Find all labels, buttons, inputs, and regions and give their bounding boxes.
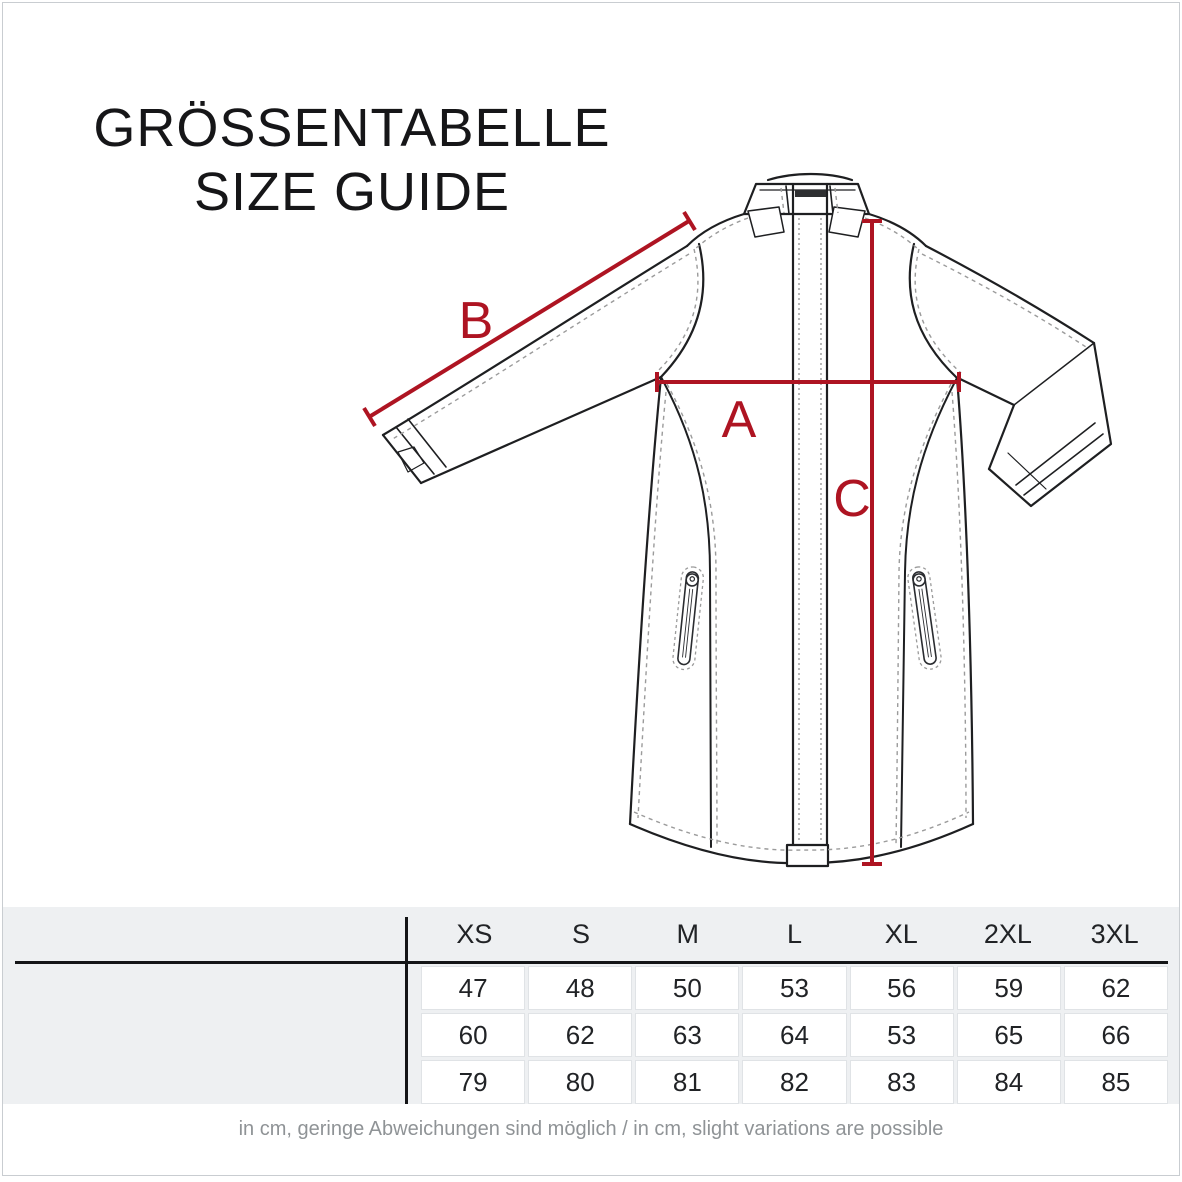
dimension-lines <box>362 210 961 866</box>
size-value-grid: 47 48 50 53 56 59 62 60 62 63 64 53 65 6… <box>421 966 1168 1104</box>
table-cell: 53 <box>742 966 847 1010</box>
table-cell: 60 <box>421 1013 526 1057</box>
table-divider-horizontal <box>15 961 1168 964</box>
table-cell: 84 <box>956 1060 1061 1104</box>
table-cell: 62 <box>1063 966 1168 1010</box>
table-cell: 79 <box>421 1060 526 1104</box>
measure-label-c: C <box>833 470 871 528</box>
measure-label-b: B <box>459 292 494 350</box>
title-line-en: SIZE GUIDE <box>193 162 511 222</box>
footnote: in cm, geringe Abweichungen sind möglich… <box>238 1118 944 1140</box>
left-pocket-zip <box>672 566 705 671</box>
table-cell: 80 <box>528 1060 633 1104</box>
size-header-s: S <box>572 918 591 949</box>
size-header-row: XS S M L XL 2XL 3XL <box>421 907 1168 961</box>
sleeve-length-line <box>367 219 691 419</box>
table-cell: 56 <box>849 966 954 1010</box>
size-header-l: L <box>786 918 802 949</box>
table-cell: 48 <box>528 966 633 1010</box>
table-cell: 82 <box>742 1060 847 1104</box>
zipper-top-detail <box>795 190 826 197</box>
right-pocket-zip <box>907 566 942 670</box>
table-cell: 64 <box>742 1013 847 1057</box>
table-cell: 62 <box>528 1013 633 1057</box>
table-cell: 63 <box>635 1013 740 1057</box>
table-cell: 59 <box>956 966 1061 1010</box>
title-line-de: GRÖSSENTABELLE <box>93 98 611 158</box>
table-cell: 66 <box>1063 1013 1168 1057</box>
table-cell: 47 <box>421 966 526 1010</box>
size-header-xs: XS <box>456 918 493 949</box>
size-header-xl: XL <box>884 918 918 949</box>
size-header-m: M <box>676 918 700 949</box>
table-cell: 50 <box>635 966 740 1010</box>
size-header-2xl: 2XL <box>983 918 1032 949</box>
table-cell: 85 <box>1063 1060 1168 1104</box>
table-cell: 53 <box>849 1013 954 1057</box>
stitch-lines <box>390 187 1090 851</box>
page-title: GRÖSSENTABELLE SIZE GUIDE <box>2 96 702 224</box>
size-header-3xl: 3XL <box>1090 918 1139 949</box>
table-cell: 81 <box>635 1060 740 1104</box>
table-cell: 65 <box>956 1013 1061 1057</box>
table-cell: 83 <box>849 1060 954 1104</box>
jacket-outline <box>381 172 1113 868</box>
measure-label-a: A <box>722 391 757 449</box>
zipper-teeth-lines <box>798 218 822 843</box>
table-divider-vertical <box>405 917 408 1104</box>
